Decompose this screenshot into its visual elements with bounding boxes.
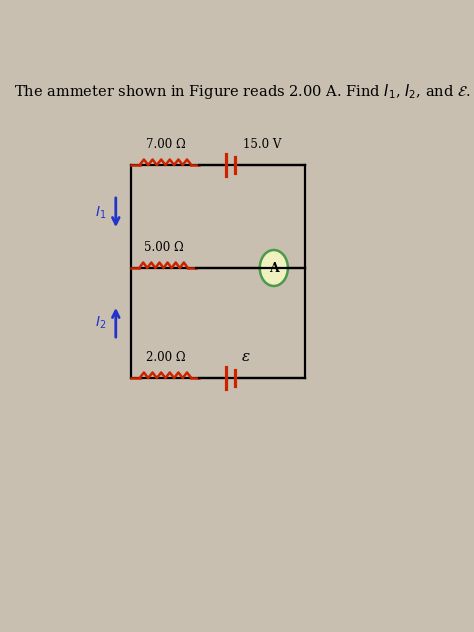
Text: $I_1$: $I_1$	[95, 204, 106, 221]
Text: A: A	[269, 262, 279, 274]
Text: 15.0 V: 15.0 V	[243, 138, 282, 151]
Circle shape	[260, 250, 288, 286]
Text: $I_2$: $I_2$	[95, 314, 106, 331]
Text: ε: ε	[242, 350, 250, 364]
Text: 5.00 Ω: 5.00 Ω	[144, 241, 183, 254]
Text: The ammeter shown in Figure reads 2.00 A. Find $I_1$, $I_2$, and $\mathcal{E}$.: The ammeter shown in Figure reads 2.00 A…	[14, 82, 471, 101]
Text: 2.00 Ω: 2.00 Ω	[146, 351, 185, 364]
Text: 7.00 Ω: 7.00 Ω	[146, 138, 185, 151]
